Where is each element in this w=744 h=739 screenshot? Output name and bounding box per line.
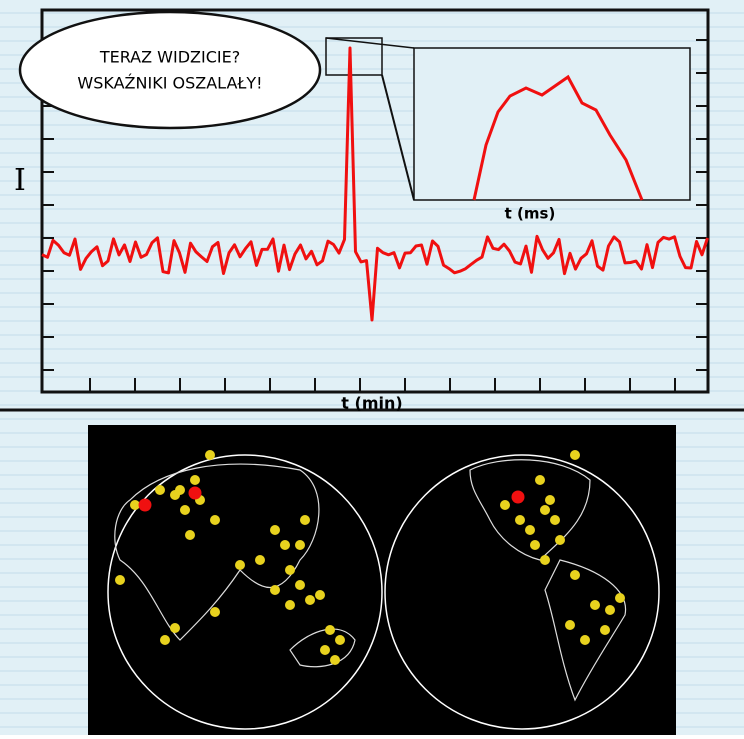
dot (205, 450, 215, 460)
dot (540, 555, 550, 565)
dot (190, 475, 200, 485)
dot (535, 475, 545, 485)
coastline (114, 463, 356, 668)
dot (188, 486, 202, 500)
dot (255, 555, 265, 565)
dot (605, 605, 615, 615)
dot (600, 625, 610, 635)
dot (270, 585, 280, 595)
dot (235, 560, 245, 570)
inset-x-label: t (ms) (505, 205, 556, 223)
dot (210, 607, 220, 617)
globe-east (107, 454, 383, 730)
dot (540, 505, 550, 515)
zoom-line (325, 37, 415, 49)
dot (565, 620, 575, 630)
dot (180, 505, 190, 515)
zoom-box (325, 37, 383, 76)
dot (130, 500, 140, 510)
dot (300, 515, 310, 525)
dot (590, 600, 600, 610)
dot (335, 635, 345, 645)
dot (175, 485, 185, 495)
city-dots (115, 450, 625, 665)
dot (330, 655, 340, 665)
dot (570, 450, 580, 460)
dot (555, 535, 565, 545)
dot (280, 540, 290, 550)
globe-west (384, 454, 660, 730)
dot (550, 515, 560, 525)
dot (515, 515, 525, 525)
plot-x-label: t (min) (341, 394, 402, 413)
signal-line (41, 46, 709, 322)
dot (138, 498, 152, 512)
dot (185, 530, 195, 540)
dot (270, 525, 280, 535)
axis-mark: I (14, 163, 26, 198)
inset-frame (413, 47, 691, 201)
dot (115, 575, 125, 585)
dot (615, 593, 625, 603)
dot (155, 485, 165, 495)
dot (320, 645, 330, 655)
dot (545, 495, 555, 505)
dot (500, 500, 510, 510)
dot (315, 590, 325, 600)
coastline (469, 459, 627, 702)
dot (305, 595, 315, 605)
dot (511, 490, 525, 504)
dot (530, 540, 540, 550)
plot-ticks (42, 39, 708, 392)
dot (295, 540, 305, 550)
dot (570, 570, 580, 580)
zoom-line (381, 74, 415, 201)
dot (285, 600, 295, 610)
bubble-line: WSKAŹNIKI OSZALAŁY! (77, 74, 262, 93)
dot (295, 580, 305, 590)
dot (160, 635, 170, 645)
speech-bubble (18, 10, 322, 130)
dot (525, 525, 535, 535)
bubble-line: TERAZ WIDZICIE? (99, 48, 240, 67)
dot (285, 565, 295, 575)
plot-frame (40, 8, 710, 394)
dot (325, 625, 335, 635)
inset-curve (472, 74, 644, 201)
dot (210, 515, 220, 525)
dot (170, 623, 180, 633)
dot (580, 635, 590, 645)
